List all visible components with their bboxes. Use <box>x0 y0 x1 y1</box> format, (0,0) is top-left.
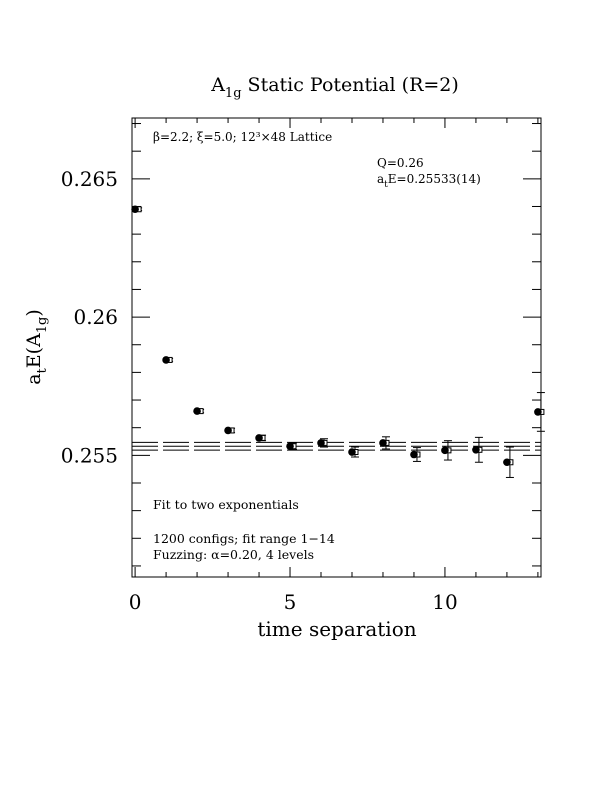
lattice-annotation: β=2.2; ξ=5.0; 12³×48 Lattice <box>153 130 332 144</box>
plot-frame <box>131 117 542 578</box>
data-point <box>286 442 294 451</box>
y-axis-label: atE(A1g) <box>23 309 50 385</box>
fit-annotation: Fit to two exponentials <box>153 497 299 512</box>
data-point <box>534 408 542 416</box>
data-point <box>224 426 232 435</box>
y-tick-label: 0.26 <box>73 305 118 329</box>
x-axis-label: time separation <box>257 617 416 641</box>
data-point <box>255 434 263 442</box>
q-annotation: Q=0.26 <box>377 156 424 170</box>
data-point <box>441 446 449 455</box>
configs-annotation: 1200 configs; fit range 1−14 <box>153 531 335 546</box>
data-point <box>317 439 325 447</box>
data-points <box>131 205 545 478</box>
data-point <box>410 450 418 459</box>
y-tick-label: 0.265 <box>61 167 118 191</box>
chart-title: A1g Static Potential (R=2) <box>210 74 459 101</box>
data-point <box>503 458 511 467</box>
energy-annotation: atE=0.25533(14) <box>377 172 481 190</box>
x-tick-label: 0 <box>129 590 142 614</box>
data-point <box>162 356 170 364</box>
data-point <box>193 407 201 415</box>
x-tick-label: 5 <box>284 590 297 614</box>
x-tick-label: 10 <box>432 590 457 614</box>
data-point <box>348 448 356 456</box>
data-point <box>131 205 139 214</box>
axis-ticks: 0 5 10 0.255 0.26 0.265 <box>61 118 541 614</box>
fuzzing-annotation: Fuzzing: α=0.20, 4 levels <box>153 547 314 562</box>
data-point <box>379 439 387 447</box>
y-tick-label: 0.255 <box>61 443 118 467</box>
data-point <box>472 446 480 454</box>
fit-band <box>132 441 541 451</box>
